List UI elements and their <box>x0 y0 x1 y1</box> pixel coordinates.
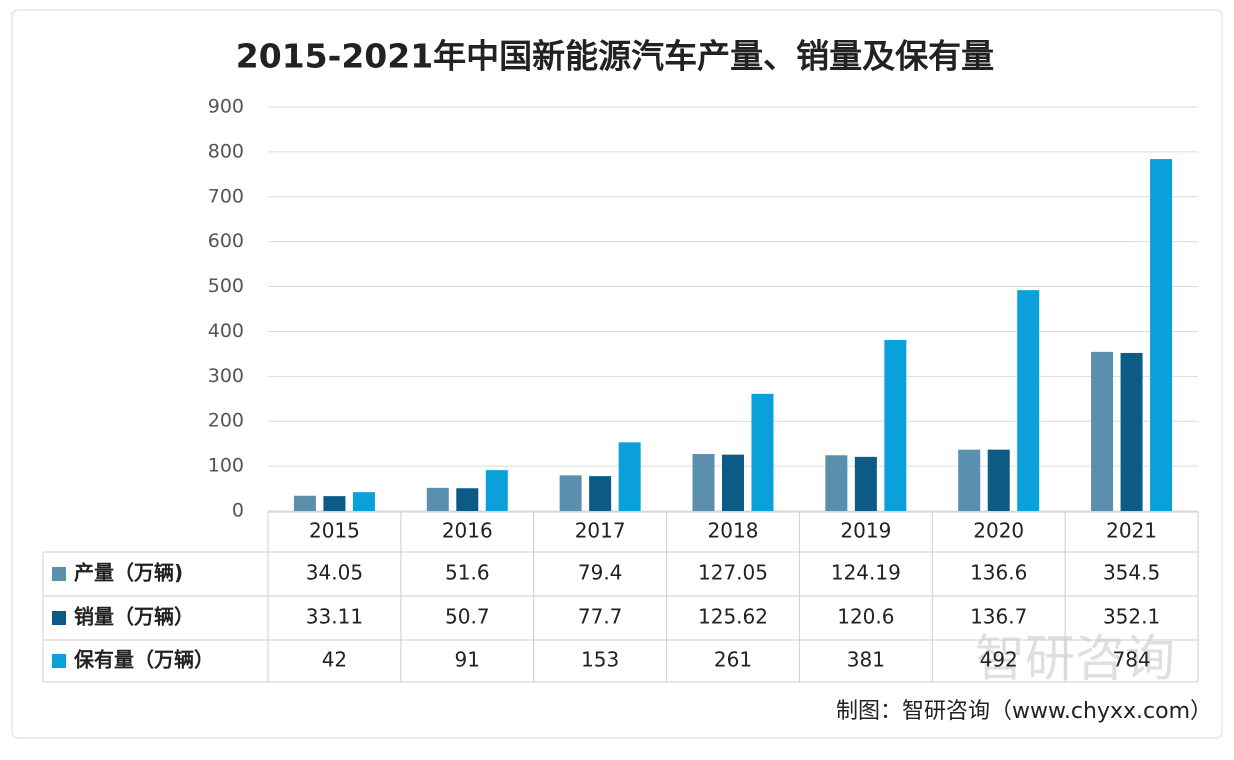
legend-label: 保有量（万辆） <box>73 648 214 672</box>
y-tick-label: 600 <box>208 230 244 252</box>
table-value: 354.5 <box>1103 561 1160 585</box>
table-value: 381 <box>847 648 885 672</box>
y-tick-label: 400 <box>208 320 244 342</box>
bar <box>722 454 744 511</box>
table-value: 42 <box>322 648 347 672</box>
table-value: 153 <box>581 648 619 672</box>
legend-label: 销量（万辆） <box>74 605 194 629</box>
bar <box>618 442 641 511</box>
bar <box>884 339 907 511</box>
legend-key <box>52 567 66 581</box>
y-tick-label: 0 <box>232 500 244 522</box>
y-tick-label: 800 <box>208 140 244 162</box>
bar <box>323 496 346 511</box>
legend-label: 产量（万辆) <box>74 561 183 585</box>
watermark: 智研咨询 <box>975 630 1175 688</box>
x-tick-label: 2018 <box>708 519 759 543</box>
x-tick-label: 2020 <box>973 519 1024 543</box>
y-tick-label: 200 <box>208 410 244 432</box>
y-tick-label: 300 <box>208 365 244 387</box>
table-value: 124.19 <box>831 561 901 585</box>
table-value: 125.62 <box>698 605 768 629</box>
table-value: 127.05 <box>698 561 768 585</box>
y-tick-label: 700 <box>208 185 244 207</box>
bar <box>589 476 612 511</box>
table-value: 492 <box>980 648 1018 672</box>
bar <box>1120 352 1143 511</box>
table-value: 79.4 <box>578 561 623 585</box>
bar <box>854 456 877 511</box>
table-value: 136.6 <box>970 561 1027 585</box>
chart-title: 2015-2021年中国新能源汽车产量、销量及保有量 <box>236 37 994 76</box>
bar <box>692 453 715 511</box>
bar <box>559 475 582 511</box>
table-value: 33.11 <box>306 605 363 629</box>
table-value: 136.7 <box>970 605 1027 629</box>
x-tick-label: 2019 <box>840 519 891 543</box>
table-value: 261 <box>714 648 752 672</box>
y-tick-label: 500 <box>208 275 244 297</box>
bar <box>352 492 375 511</box>
y-tick-label: 100 <box>208 455 244 477</box>
frame <box>11 9 1223 739</box>
bar <box>751 393 774 511</box>
table-value: 34.05 <box>306 561 363 585</box>
bar <box>958 449 981 511</box>
source: 制图：智研咨询（www.chyxx.com） <box>836 699 1212 724</box>
table-value: 50.7 <box>445 605 490 629</box>
bar <box>987 449 1010 511</box>
x-tick-label: 2017 <box>575 519 626 543</box>
table-value: 51.6 <box>445 561 490 585</box>
bar <box>1091 351 1114 511</box>
bar <box>1017 290 1040 511</box>
table-value: 120.6 <box>837 605 894 629</box>
bar <box>825 455 848 511</box>
legend-key <box>52 654 66 668</box>
table-value: 91 <box>455 648 480 672</box>
x-tick-label: 2021 <box>1106 519 1157 543</box>
bar <box>456 488 479 511</box>
bar <box>293 495 316 511</box>
x-tick-label: 2015 <box>309 519 360 543</box>
legend-key <box>52 611 66 625</box>
bar <box>1150 159 1173 511</box>
bar <box>426 487 449 511</box>
table-value: 784 <box>1112 648 1150 672</box>
y-tick-label: 900 <box>208 96 244 118</box>
table-value: 352.1 <box>1103 605 1160 629</box>
table-value: 77.7 <box>578 605 623 629</box>
bar <box>485 470 508 511</box>
x-tick-label: 2016 <box>442 519 493 543</box>
